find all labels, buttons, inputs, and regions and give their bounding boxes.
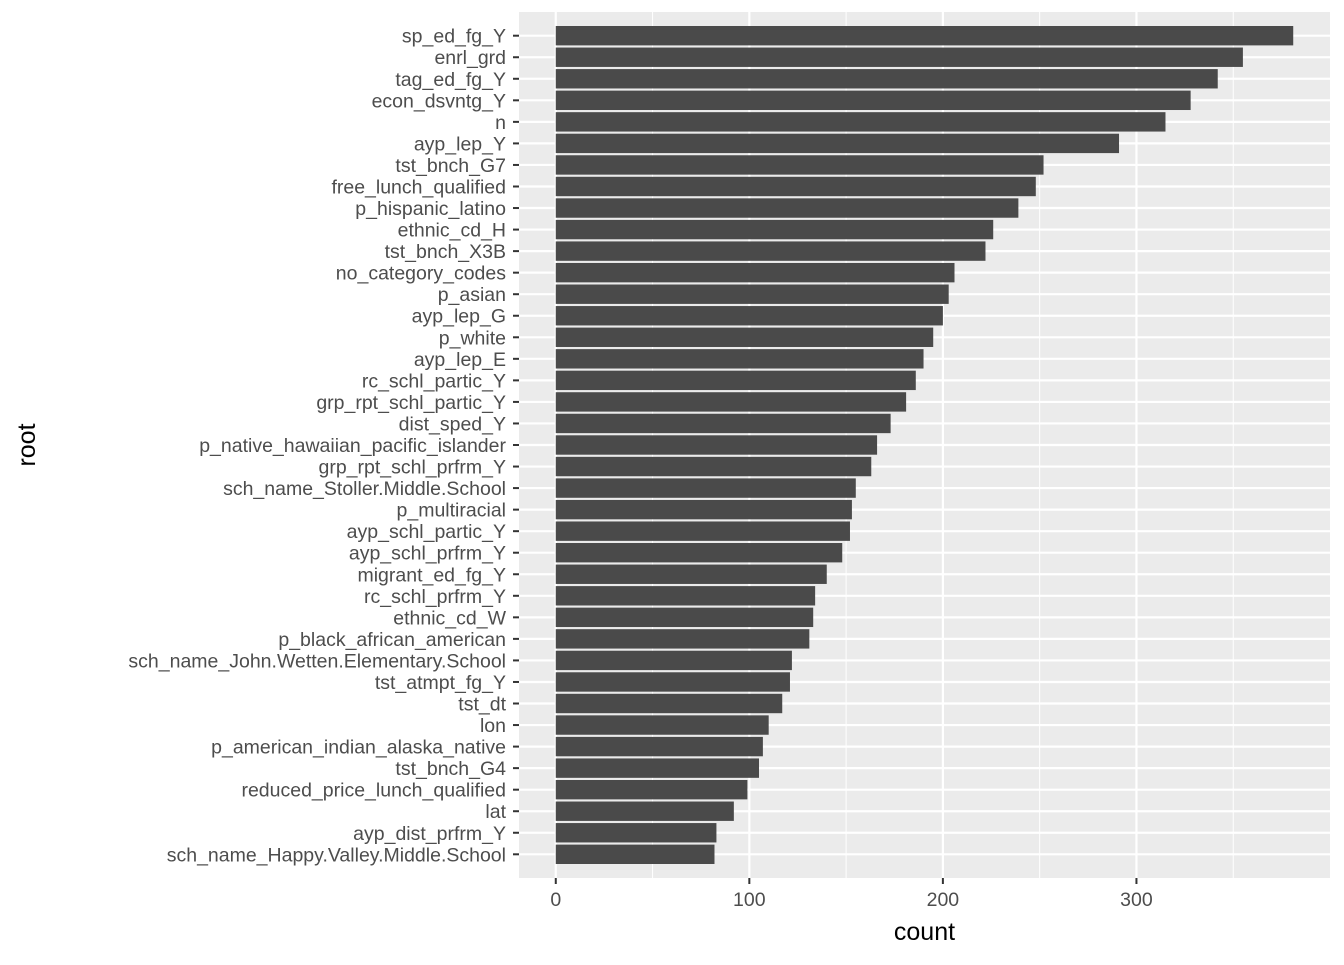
y-tick-label: tst_bnch_G7 [395,155,506,177]
y-tick-label: lon [480,715,506,737]
y-tick-label: tst_bnch_G4 [395,758,506,780]
x-tick-label: 300 [1120,889,1153,911]
y-tick-label: ayp_dist_prfrm_Y [353,823,506,845]
y-tick-label: econ_dsvntg_Y [372,90,506,112]
bar [555,284,949,304]
bar [555,392,907,412]
y-tick-label: p_white [439,327,506,349]
y-tick-label: ethnic_cd_H [398,220,506,242]
y-tick-label: sch_name_John.Wetten.Elementary.School [128,650,506,672]
y-tick-label: ayp_lep_G [412,306,506,328]
y-tick-label: lat [485,801,506,823]
bar [555,844,715,864]
y-tick-label: ethnic_cd_W [393,607,506,629]
bar [555,478,856,498]
bar [555,736,763,757]
y-tick-label: ayp_schl_partic_Y [347,521,506,543]
y-tick-label: grp_rpt_schl_prfrm_Y [319,457,507,479]
y-tick-label: ayp_schl_prfrm_Y [349,543,506,565]
bar [555,650,792,671]
bar [555,69,1218,89]
y-tick-label: grp_rpt_schl_partic_Y [316,392,506,414]
x-axis-title: count [894,918,955,946]
bar [555,758,760,778]
bar [555,823,717,843]
bar [555,133,1120,154]
y-tick-label: p_hispanic_latino [355,198,506,220]
y-axis-title: root [13,423,41,466]
x-tick-label: 200 [927,889,960,911]
bars [555,26,1294,864]
y-tick-label: enrl_grd [434,47,506,69]
y-tick-label: dist_sped_Y [399,413,506,435]
y-tick-label: sp_ed_fg_Y [402,26,506,48]
bar [555,521,850,541]
y-tick-label: p_native_hawaiian_pacific_islander [199,435,506,457]
bar [555,543,843,563]
y-tick-label: p_multiracial [397,500,506,522]
y-tick-label: sch_name_Stoller.Middle.School [223,478,506,500]
bar [555,112,1166,132]
y-tick-label: p_american_indian_alaska_native [211,737,506,759]
bar [555,586,816,606]
bar [555,456,872,477]
bar [555,413,891,434]
y-tick-label: no_category_codes [336,263,506,285]
x-tick-label: 100 [733,889,766,911]
bar [555,715,769,735]
bar [555,306,943,326]
x-tick-label: 0 [550,889,561,911]
y-tick-label: tst_atmpt_fg_Y [375,672,506,694]
x-axis-ticks: 0 100 200 300 [550,878,1153,911]
y-tick-label: sch_name_Happy.Valley.Middle.School [167,844,506,866]
bar [555,370,916,391]
bar [555,564,827,584]
bar [555,262,955,283]
bar [555,327,934,347]
bar [555,672,790,692]
y-tick-label: ayp_lep_Y [414,133,506,155]
bar [555,198,1019,218]
y-axis-ticks: sp_ed_fg_Yenrl_grdtag_ed_fg_Yecon_dsvntg… [128,26,519,866]
bar [555,241,986,261]
bar [555,349,924,369]
bar [555,47,1243,67]
y-tick-label: ayp_lep_E [414,349,506,371]
bar [555,499,852,520]
bar [555,629,810,649]
y-tick-label: tst_bnch_X3B [385,241,506,263]
y-tick-label: n [495,112,506,134]
y-tick-label: free_lunch_qualified [331,176,506,198]
y-tick-label: rc_schl_partic_Y [362,370,506,392]
bar [555,219,994,240]
y-tick-label: tag_ed_fg_Y [395,69,506,91]
bar [555,435,878,455]
bar [555,155,1044,175]
bar [555,176,1036,197]
bar [555,693,783,714]
bar [555,26,1294,46]
bar [555,779,748,800]
y-tick-label: p_asian [438,284,506,306]
y-tick-label: tst_dt [458,694,506,716]
bar [555,90,1191,111]
y-tick-label: migrant_ed_fg_Y [357,564,506,586]
y-tick-label: p_black_african_american [278,629,506,651]
bar [555,607,814,628]
y-tick-label: reduced_price_lunch_qualified [241,780,506,802]
y-tick-label: rc_schl_prfrm_Y [364,586,506,608]
bar [555,801,734,821]
